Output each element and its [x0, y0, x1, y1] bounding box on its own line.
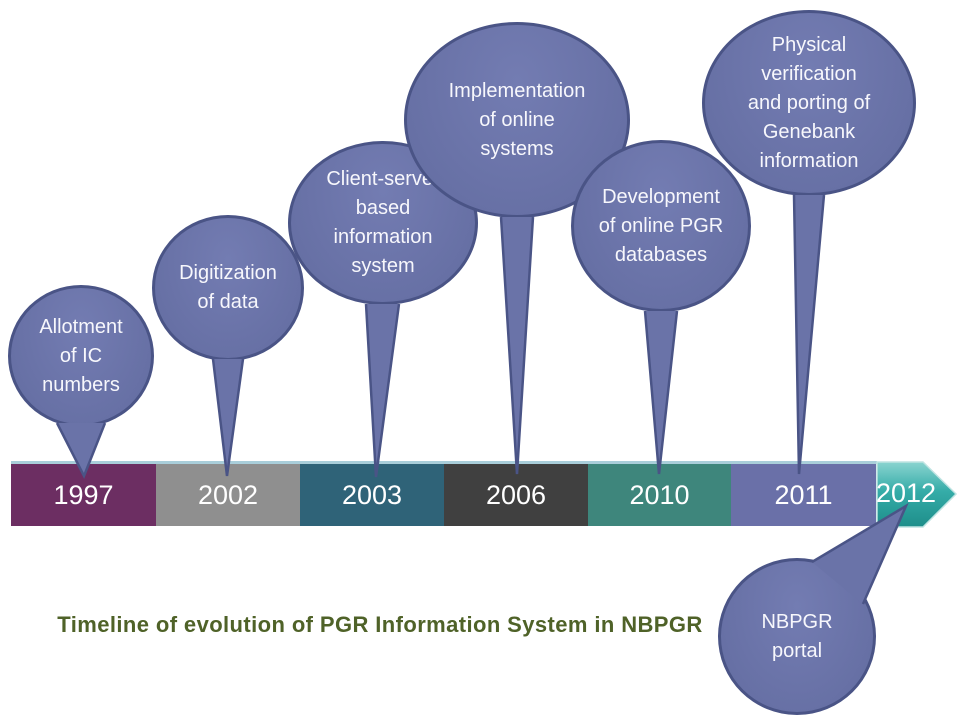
callout-2012-nbpgr-portal: NBPGR portal — [718, 558, 876, 715]
timeline-segment-2010: 2010 — [588, 464, 731, 526]
callout-1997-allotment-ic-numbers: Allotment of IC numbers — [8, 285, 154, 427]
year-label: 1997 — [53, 479, 114, 510]
bar-top-edge — [11, 461, 877, 464]
callout-tail-2003 — [364, 303, 401, 478]
callout-2006-online-systems: Implementation of online systems — [404, 22, 630, 218]
year-label: 2003 — [341, 479, 403, 510]
callout-label: NBPGR portal — [761, 610, 833, 662]
timeline-segment-2012: 2012 — [874, 463, 938, 523]
timeline-segment-2003: 2003 — [300, 464, 444, 526]
timeline-segment-2011: 2011 — [731, 464, 876, 526]
year-label: 2010 — [629, 479, 690, 510]
year-label: 2011 — [774, 479, 833, 510]
callout-tail-2006 — [499, 216, 535, 475]
callout-tail-2010 — [643, 310, 679, 475]
callout-tail-2011 — [792, 194, 826, 475]
year-label: 2006 — [485, 479, 547, 510]
callout-label: Allotment of IC numbers — [39, 315, 123, 396]
callout-label: Client-server based information system — [326, 168, 440, 277]
callout-label: Implementation of online systems — [448, 79, 586, 160]
year-label: 2012 — [875, 477, 937, 508]
year-label: 2002 — [197, 479, 259, 510]
callout-label: Digitization of data — [179, 262, 277, 313]
callout-2002-digitization-of-data: Digitization of data — [152, 215, 304, 361]
callout-2011-genebank-information: Physical verification and porting of Gen… — [702, 10, 916, 196]
diagram-caption: Timeline of evolution of PGR Information… — [57, 612, 703, 637]
timeline-segment-2002: 2002 — [156, 464, 300, 526]
callout-label: Physical verification and porting of Gen… — [747, 33, 871, 172]
callout-tail-2002 — [211, 358, 245, 477]
timeline-segment-1997: 1997 — [11, 464, 156, 526]
callout-2010-online-pgr-databases: Development of online PGR databases — [571, 140, 751, 312]
callout-label: Development of online PGR databases — [598, 185, 724, 266]
timeline-segment-2006: 2006 — [444, 464, 588, 526]
